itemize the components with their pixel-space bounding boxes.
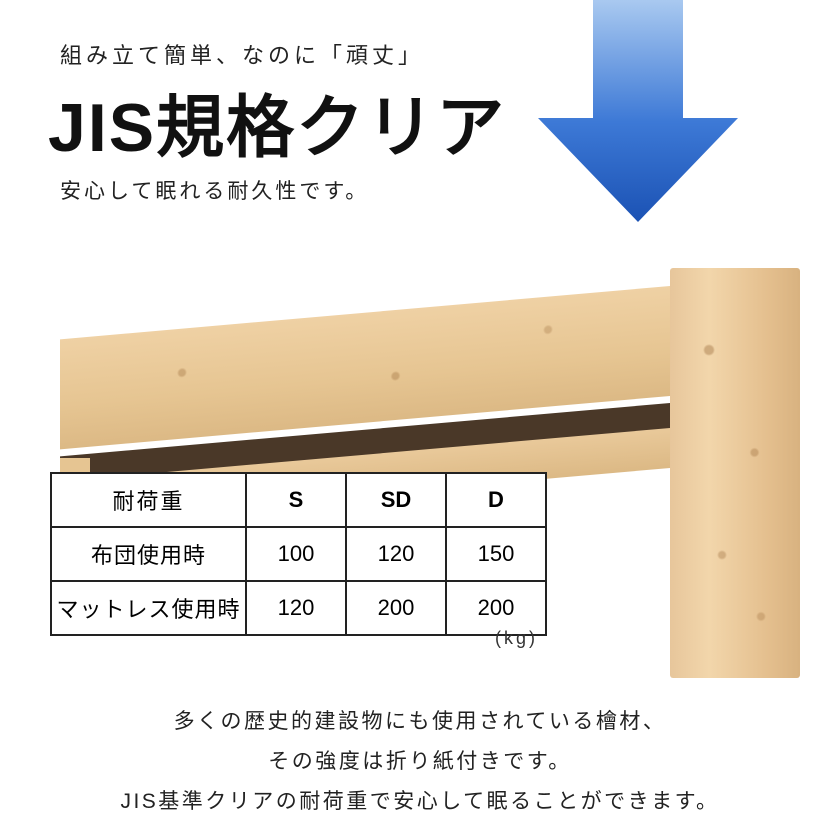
table-header-row: 耐荷重 S SD D xyxy=(51,473,546,527)
tagline-text: 組み立て簡単、なのに「頑丈」 xyxy=(60,38,424,70)
table-cell: 200 xyxy=(446,581,546,635)
bed-front-leg xyxy=(670,268,800,678)
bottom-paragraph: 多くの歴史的建設物にも使用されている檜材、 その強度は折り紙付きです。 JIS基… xyxy=(0,702,840,822)
table-unit-label: (kg) xyxy=(495,628,538,649)
table-row: 布団使用時 100 120 150 xyxy=(51,527,546,581)
bottom-line: JIS基準クリアの耐荷重で安心して眠ることができます。 xyxy=(0,782,840,822)
table-corner-header: 耐荷重 xyxy=(51,473,246,527)
table-col-sd: SD xyxy=(346,473,446,527)
bottom-line: 多くの歴史的建設物にも使用されている檜材、 xyxy=(0,702,840,742)
table-col-s: S xyxy=(246,473,346,527)
load-capacity-table: 耐荷重 S SD D 布団使用時 100 120 150 マットレス使用時 12… xyxy=(50,472,547,636)
table-col-d: D xyxy=(446,473,546,527)
subline-text: 安心して眠れる耐久性です。 xyxy=(60,175,369,205)
table-cell: 100 xyxy=(246,527,346,581)
bottom-line: その強度は折り紙付きです。 xyxy=(0,742,840,782)
table-cell: 150 xyxy=(446,527,546,581)
table-cell: 200 xyxy=(346,581,446,635)
down-arrow-icon xyxy=(538,0,738,222)
table-row-label: 布団使用時 xyxy=(51,527,246,581)
table-cell: 120 xyxy=(346,527,446,581)
headline-text: JIS規格クリア xyxy=(48,72,506,171)
table-row: マットレス使用時 120 200 200 xyxy=(51,581,546,635)
table-row-label: マットレス使用時 xyxy=(51,581,246,635)
table-cell: 120 xyxy=(246,581,346,635)
